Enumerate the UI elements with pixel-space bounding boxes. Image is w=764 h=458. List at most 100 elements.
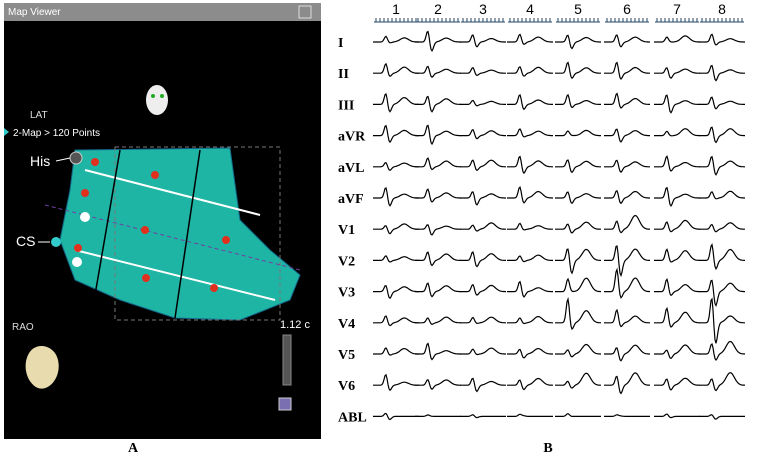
ecg-trace [604,189,650,205]
points-label: 2-Map > 120 Points [13,128,100,139]
ecg-trace [460,66,506,77]
guide-line [174,149,201,319]
ecg-trace [555,296,602,331]
his-label: His [30,153,50,169]
scale-label: 1.12 c [280,319,310,331]
ecg-trace [507,128,553,138]
ecg-trace [699,155,745,176]
window-button[interactable] [298,5,312,19]
ruler-ticks [417,18,459,22]
lead-label: II [338,67,349,82]
lead-label: V1 [338,223,355,238]
ecg-trace [415,124,461,146]
map-marker [4,128,9,136]
ecg-trace [604,34,650,48]
ecg-trace [555,372,601,389]
heart-icon [25,345,59,389]
guide-line [84,169,261,216]
ecg-trace [415,282,461,298]
ecg-trace [654,186,700,208]
ecg-trace [654,94,700,114]
column-label: 4 [526,1,534,17]
ecg-trace [654,344,700,360]
ecg-trace [699,414,745,420]
lead-label: V2 [338,254,355,269]
ecg-trace [555,129,601,137]
ecg-trace [507,222,553,231]
ecg-trace [415,30,461,52]
ecg-trace [654,219,700,233]
ecg-trace [699,64,745,82]
lead-label: ABL [338,410,367,425]
ecg-trace [555,159,601,174]
column-label: 1 [392,1,400,17]
ecg-trace [699,96,745,110]
ruler-ticks [701,18,743,22]
ecg-trace [555,277,602,293]
ecg-trace [373,92,419,113]
ecg-trace [373,373,419,392]
ecg-trace [507,65,553,77]
lead-label: I [338,36,343,51]
scale-button[interactable] [278,397,292,411]
ecg-trace [604,344,650,362]
catheter-point [72,257,82,267]
ecg-trace [507,377,553,391]
lead-label: aVF [338,192,364,207]
ecg-trace [604,214,651,234]
lead-label: III [338,98,354,113]
ecg-trace [699,372,746,392]
ecg-trace [654,35,700,43]
ecg-trace [555,248,601,275]
ecg-trace [415,414,461,417]
ruler-ticks [375,18,417,22]
ecg-trace [373,162,419,172]
ecg-trace [460,283,506,296]
ecg-trace [460,159,506,172]
ecg-trace [415,224,461,236]
ecg-trace [555,191,601,205]
ecg-trace [373,347,419,356]
ruler-ticks [606,18,648,22]
ecg-trace [699,243,745,271]
ecg-trace [604,372,651,395]
ecg-trace [460,99,506,107]
window-title: Map Viewer [8,7,61,18]
ecg-trace [460,222,506,232]
column-label: 2 [434,1,442,17]
ecg-trace [604,128,650,143]
panel-label: A [128,441,139,456]
ruler-ticks [509,18,551,22]
ecg-trace [415,316,461,325]
lead-label: V6 [338,379,355,394]
ecg-trace [415,95,461,113]
ecg-trace [507,186,553,204]
ecg-trace [699,222,745,233]
ecg-trace [460,191,506,206]
ecg-trace [699,297,745,344]
view-label: RAO [12,322,34,333]
ecg-trace [460,34,506,48]
ecg-trace [507,155,553,175]
lead-label: aVL [338,161,364,176]
ecg-trace [555,34,601,50]
panel-label: B [543,441,552,456]
ecg-trace [415,188,461,203]
ecg-trace [604,92,650,109]
map-label: LAT [30,110,48,121]
ruler-ticks [557,18,599,22]
ecg-trace [460,347,506,356]
selection-box [114,146,281,321]
ecg-trace [415,342,461,361]
ecg-trace [373,285,419,300]
ecg-trace [507,254,553,263]
ecg-trace [555,93,601,109]
ecg-trace [415,379,461,390]
label-arrow [55,157,71,162]
ecg-trace [373,223,419,235]
title-bar [4,3,321,21]
guide-line [74,249,276,301]
lead-label: V4 [338,317,355,332]
ecg-trace [460,251,506,268]
